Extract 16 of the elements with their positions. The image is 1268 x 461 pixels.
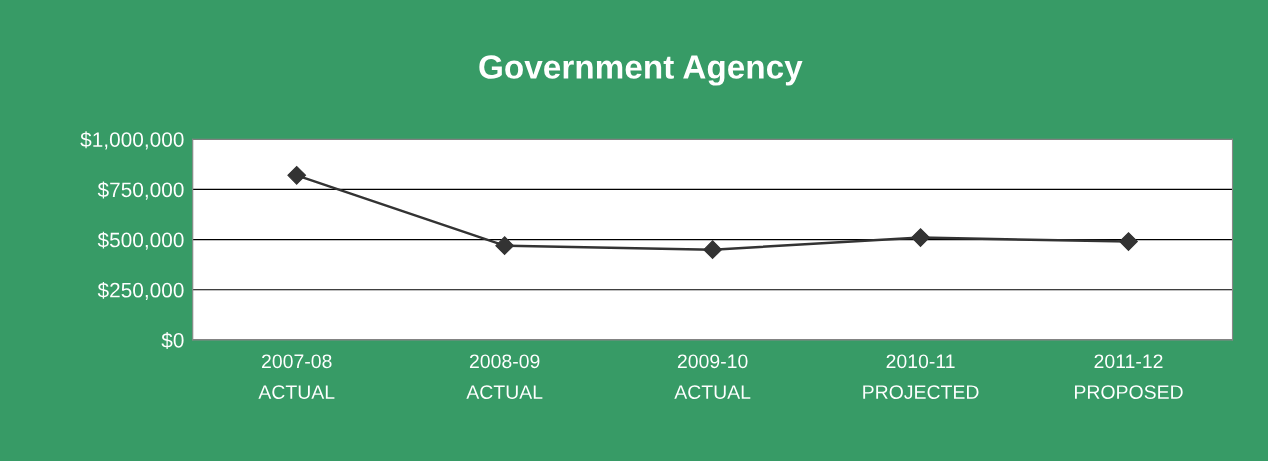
x-tick-label: 2009-10 ACTUAL [674,354,751,399]
point [703,240,722,259]
y-tick-label: $750,000 [97,181,184,200]
x-tick-label: 2010-11 PROJECTED [863,354,979,399]
x-tick-label: 2007-08 ACTUAL [258,354,335,399]
point [287,166,307,185]
x-tick-label: 2011-12 PROPOSED [1075,354,1183,399]
y-tick-label: $250,000 [97,281,184,301]
point [495,236,515,255]
y-tick-label: $0 [161,332,184,349]
x-tick-label: 2008-09 ACTUAL [466,354,543,399]
chart-title: Government Agency [479,55,803,86]
y-tick-label: $500,000 [97,231,184,250]
point [911,228,930,247]
point [1119,232,1138,251]
y-tick-label: $1,000,000 [80,131,184,150]
